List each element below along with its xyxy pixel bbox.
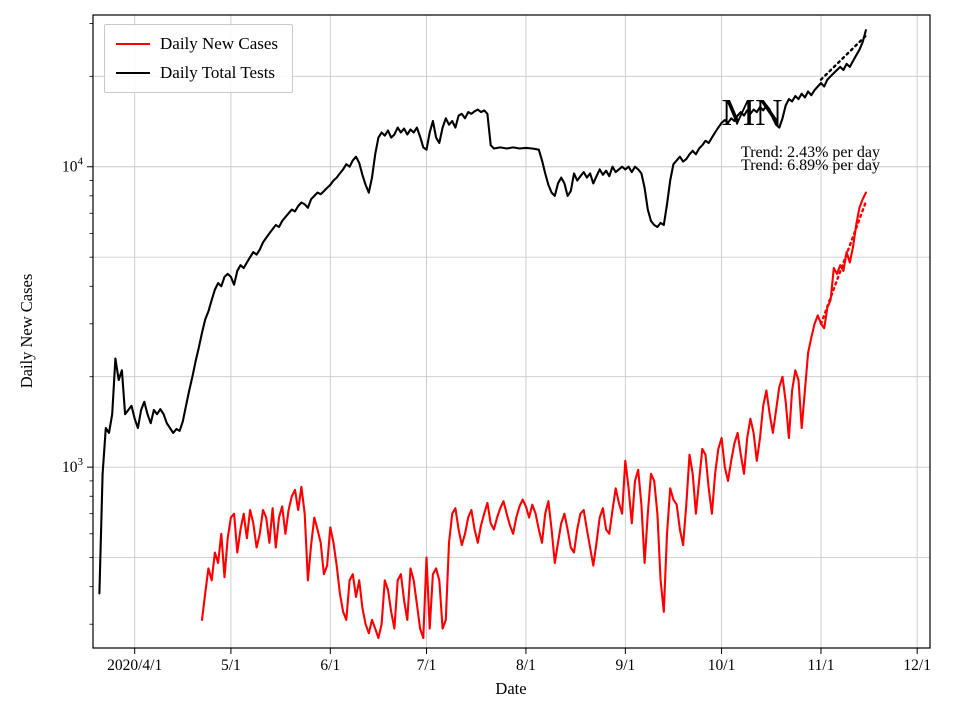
x-tick-label: 12/1: [903, 657, 931, 674]
trend-annotation-cases: Trend: 6.89% per day: [741, 157, 880, 174]
legend-line-black: [116, 72, 150, 74]
trend-lines: [819, 34, 868, 325]
trend-line: [819, 34, 868, 81]
tick-labels: 2020/4/1 5/1 6/1 7/1 8/1 9/1 10/1 11/1 12/1 103 10…: [62, 156, 931, 674]
x-tick-label: 9/1: [615, 657, 635, 674]
y-tick-label: 104: [62, 156, 84, 176]
legend: Daily New Cases Daily Total Tests: [104, 24, 294, 93]
x-tick-label: 6/1: [320, 657, 340, 674]
x-tick-label: 2020/4/1: [107, 657, 162, 674]
legend-label: Daily New Cases: [160, 34, 279, 53]
grid: [93, 15, 930, 648]
x-tick-label: 11/1: [807, 657, 834, 674]
x-tick-label: 8/1: [516, 657, 536, 674]
series-line-daily-new-cases: [200, 191, 867, 640]
x-axis-label: Date: [495, 679, 527, 698]
y-tick-label: 103: [62, 456, 84, 476]
legend-label: Daily Total Tests: [160, 63, 276, 82]
x-tick-label: 5/1: [221, 657, 241, 674]
legend-entry-daily-total-tests: Daily Total Tests: [116, 63, 278, 83]
x-tick-label: 7/1: [417, 657, 437, 674]
state-annotation: MN: [721, 92, 783, 134]
legend-entry-daily-new-cases: Daily New Cases: [116, 34, 278, 54]
x-tick-label: 10/1: [708, 657, 736, 674]
trend-annotation-tests: Trend: 2.43% per day: [741, 144, 880, 161]
tick-marks: [87, 23, 918, 654]
axes-frame: [92, 14, 931, 649]
trend-line: [819, 200, 868, 325]
y-axis-label: Daily New Cases: [17, 273, 36, 389]
legend-line-red: [116, 43, 150, 45]
series-line-daily-total-tests: [98, 29, 867, 595]
